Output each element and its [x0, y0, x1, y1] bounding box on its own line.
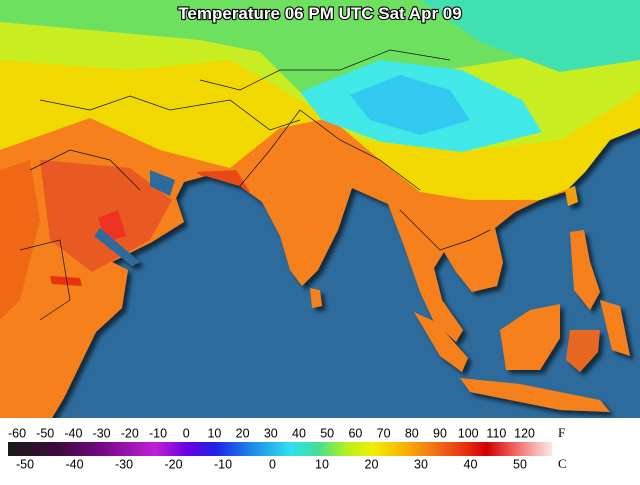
fahrenheit-label: 10	[207, 426, 221, 440]
celsius-label: -50	[16, 457, 34, 471]
celsius-label: 40	[464, 457, 478, 471]
fahrenheit-label: 60	[348, 426, 362, 440]
map-title: Temperature 06 PM UTC Sat Apr 09	[178, 4, 461, 23]
celsius-label: 30	[414, 457, 428, 471]
celsius-labels: -50 -40 -30 -20 -10 0 10 20 30 40 50	[16, 457, 527, 471]
fahrenheit-label: 110	[486, 426, 506, 440]
fahrenheit-label: 80	[405, 426, 419, 440]
fahrenheit-label: -60	[8, 426, 26, 440]
celsius-unit: C	[558, 456, 567, 471]
fahrenheit-label: 30	[264, 426, 278, 440]
fahrenheit-label: 50	[320, 426, 334, 440]
fahrenheit-label: 100	[458, 426, 479, 440]
fahrenheit-label: -30	[93, 426, 111, 440]
fahrenheit-label: -50	[36, 426, 54, 440]
fahrenheit-label: 20	[236, 426, 250, 440]
celsius-label: -10	[214, 457, 232, 471]
fahrenheit-label: -40	[64, 426, 82, 440]
celsius-label: 50	[513, 457, 527, 471]
fahrenheit-unit: F	[558, 425, 565, 440]
celsius-label: -40	[65, 457, 83, 471]
fahrenheit-label: 40	[292, 426, 306, 440]
celsius-label: 0	[269, 457, 276, 471]
celsius-label: 10	[315, 457, 329, 471]
color-scale-bar	[8, 442, 552, 456]
celsius-label: -20	[164, 457, 182, 471]
fahrenheit-labels: -60 -50 -40 -30 -20 -10 0 10 20 30 40 50 60 70 80 90 100…	[8, 426, 535, 440]
borders	[19, 49, 491, 321]
fahrenheit-label: -20	[121, 426, 139, 440]
fahrenheit-label: 120	[514, 426, 535, 440]
celsius-label: 20	[365, 457, 379, 471]
fahrenheit-label: 70	[377, 426, 391, 440]
celsius-label: -30	[115, 457, 133, 471]
fahrenheit-label: 0	[183, 426, 190, 440]
fahrenheit-label: -10	[149, 426, 167, 440]
fahrenheit-label: 90	[433, 426, 447, 440]
